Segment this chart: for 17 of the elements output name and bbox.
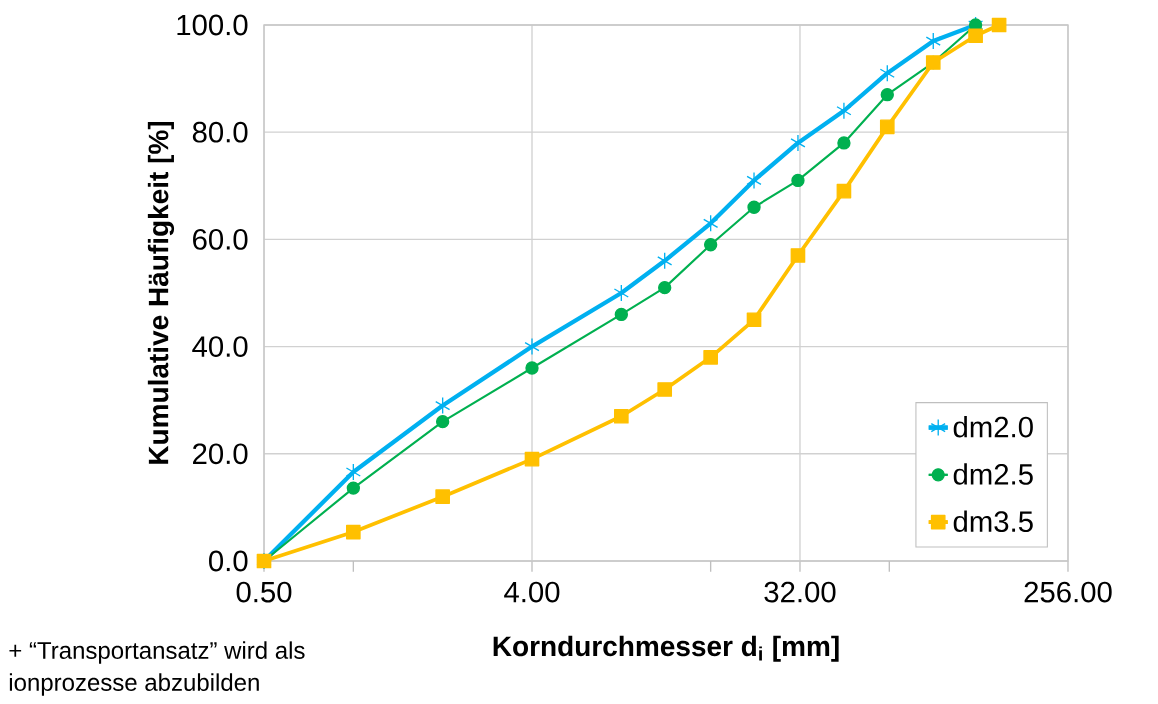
legend-label: dm2.5 <box>953 463 1033 485</box>
x-tick-label: 0.50 <box>236 581 292 603</box>
x-tick-label: 32.00 <box>764 581 836 603</box>
text: ionprozesse abzubilden <box>9 673 259 696</box>
legend-label: dm3.5 <box>953 510 1033 533</box>
y-tick-label: 60.0 <box>193 229 248 250</box>
y-axis-title: Kumulative Häufigkeit [%] <box>147 121 175 464</box>
y-tick-label: 100.0 <box>177 14 248 36</box>
x-tick-label: 4.00 <box>504 581 560 603</box>
text: + “Transportansatz” wird als <box>9 641 305 664</box>
y-tick-label: 40.0 <box>192 336 248 357</box>
y-tick-label: 80.0 <box>192 121 248 143</box>
y-tick-label: 20.0 <box>193 443 248 465</box>
legend-label: dm2.0 <box>953 415 1033 438</box>
x-tick-label: 256.00 <box>1024 581 1112 603</box>
y-tick-label: 0.0 <box>209 550 248 572</box>
x-axis-title: Korndurchmesser d$_{i}$ [mm] <box>493 635 839 662</box>
